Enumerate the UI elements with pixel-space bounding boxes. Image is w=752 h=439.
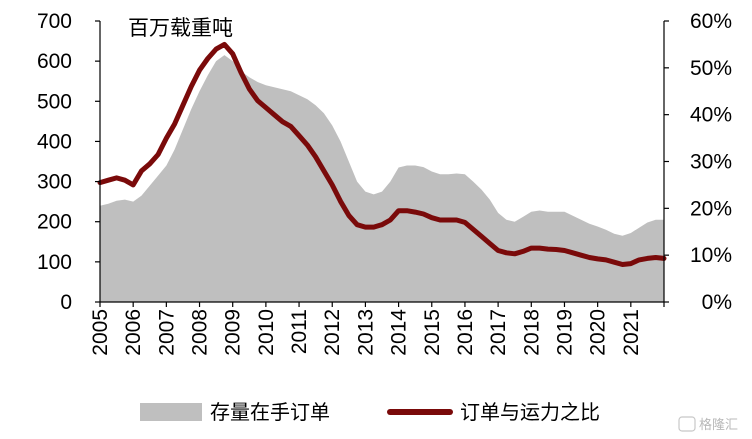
- x-tick-label: 2007: [155, 309, 178, 356]
- orderbook-area-layer: [100, 55, 664, 302]
- right-tick-label: 30%: [690, 151, 732, 174]
- x-axis-ticks: 2005 2006 2007 2008 2009 2010 2011 2012 2013 2014…: [89, 302, 665, 356]
- x-tick-label: 2016: [454, 309, 477, 356]
- x-tick-label: 2018: [520, 309, 543, 356]
- ratio-line: [97, 41, 667, 267]
- right-tick-label: 0%: [702, 291, 732, 314]
- x-tick-label: 2013: [354, 309, 377, 356]
- ratio-line-layer: [97, 41, 667, 267]
- x-tick-label: 2010: [255, 309, 278, 356]
- x-tick-label: 2005: [89, 309, 112, 356]
- right-tick-label: 60%: [690, 10, 732, 33]
- legend-label-ratio: 订单与运力之比: [460, 400, 600, 424]
- legend-label-orderbook: 存量在手订单: [210, 400, 330, 424]
- left-tick-label: 100: [37, 251, 72, 274]
- left-tick-label: 600: [37, 50, 72, 73]
- legend-swatch-orderbook: [140, 403, 202, 421]
- left-tick-label: 700: [37, 10, 72, 33]
- x-tick-label: 2012: [321, 309, 344, 356]
- x-tick-label: 2011: [288, 309, 311, 354]
- x-tick-label: 2006: [122, 309, 145, 356]
- x-tick-label: 2019: [553, 309, 576, 356]
- right-tick-label: 40%: [690, 104, 732, 127]
- right-tick-label: 10%: [690, 244, 732, 267]
- right-tick-label: 50%: [690, 57, 732, 80]
- unit-label: 百万载重吨: [128, 16, 233, 40]
- x-tick-label: 2017: [487, 309, 510, 356]
- orderbook-area: [100, 55, 664, 302]
- left-tick-label: 500: [37, 90, 72, 113]
- left-tick-label: 400: [37, 130, 72, 153]
- watermark-logo-icon: [678, 416, 696, 432]
- x-tick-label: 2009: [222, 309, 245, 356]
- x-tick-label: 2021: [620, 309, 643, 356]
- watermark-text: 格隆汇: [699, 417, 738, 433]
- left-tick-label: 200: [37, 211, 72, 234]
- left-tick-label: 0: [60, 291, 72, 314]
- right-axis-ticks: 0% 10% 20% 30% 40% 50% 60%: [664, 10, 732, 314]
- legend: 存量在手订单 订单与运力之比: [140, 400, 600, 424]
- x-tick-label: 2008: [189, 309, 212, 356]
- right-tick-label: 20%: [690, 197, 732, 220]
- x-tick-label: 2014: [388, 309, 411, 356]
- watermark: 格隆汇: [678, 416, 738, 433]
- x-tick-label: 2015: [421, 309, 444, 356]
- x-tick-label: 2020: [587, 309, 610, 356]
- left-tick-label: 300: [37, 171, 72, 194]
- left-axis-ticks: 0 100 200 300 400 500 600 700: [37, 10, 100, 314]
